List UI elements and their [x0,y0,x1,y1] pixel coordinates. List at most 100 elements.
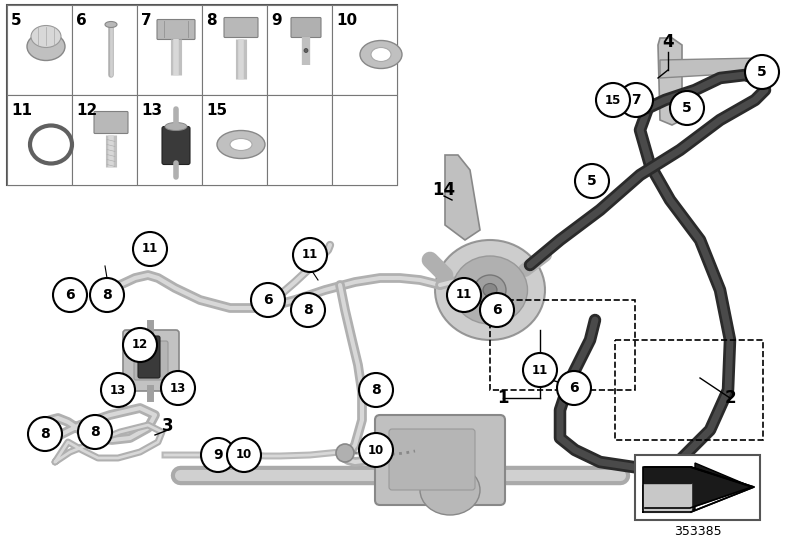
Circle shape [28,417,62,451]
Text: 3: 3 [162,417,174,435]
FancyBboxPatch shape [123,330,179,391]
Ellipse shape [27,32,65,60]
Bar [202,5,267,95]
Ellipse shape [99,288,115,302]
Text: 5: 5 [757,65,767,79]
Polygon shape [445,155,480,240]
Text: 8: 8 [90,425,100,439]
Ellipse shape [360,40,402,68]
Ellipse shape [105,21,117,27]
Bar [72,95,137,185]
Polygon shape [643,463,752,510]
Ellipse shape [435,240,545,340]
Bar [267,5,332,95]
Text: 8: 8 [206,13,217,28]
Text: 6: 6 [76,13,86,28]
Circle shape [575,164,609,198]
Circle shape [53,278,87,312]
Text: 8: 8 [102,288,112,302]
Circle shape [596,83,630,117]
Ellipse shape [336,444,354,462]
Text: 4: 4 [662,33,674,51]
Text: 14: 14 [433,181,455,199]
Polygon shape [660,58,762,78]
Bar [7,5,397,185]
Text: 10: 10 [336,13,357,28]
Text: 11: 11 [142,242,158,255]
Circle shape [480,293,514,327]
Bar [490,300,635,390]
Text: 11: 11 [11,103,32,118]
Bar [267,95,332,185]
Bar [137,95,202,185]
Polygon shape [643,467,691,483]
Text: 5: 5 [682,101,692,115]
Text: 2: 2 [724,389,736,407]
Text: 11: 11 [302,249,318,262]
Ellipse shape [474,275,506,305]
Text: 9: 9 [213,448,223,462]
Ellipse shape [230,138,252,151]
Text: 12: 12 [76,103,98,118]
Text: 15: 15 [605,94,621,106]
Text: 353385: 353385 [674,525,722,538]
FancyBboxPatch shape [162,127,190,165]
Circle shape [101,373,135,407]
Ellipse shape [452,289,468,303]
FancyBboxPatch shape [375,415,505,505]
Ellipse shape [31,26,61,48]
Ellipse shape [30,125,72,164]
Text: 11: 11 [532,363,548,376]
Circle shape [447,278,481,312]
Circle shape [123,328,157,362]
Ellipse shape [304,49,308,53]
Text: 8: 8 [40,427,50,441]
Text: 5: 5 [11,13,22,28]
Circle shape [201,438,235,472]
Circle shape [90,278,124,312]
Circle shape [251,283,285,317]
FancyBboxPatch shape [94,111,128,133]
Text: 11: 11 [456,288,472,301]
Text: 13: 13 [170,381,186,394]
Text: 10: 10 [236,449,252,461]
Circle shape [670,91,704,125]
Circle shape [227,438,261,472]
Bar [635,455,760,520]
Ellipse shape [371,48,391,62]
Text: 13: 13 [110,384,126,396]
Text: 10: 10 [368,444,384,456]
FancyBboxPatch shape [291,17,321,38]
Bar [615,340,763,440]
Circle shape [78,415,112,449]
Text: 7: 7 [631,93,641,107]
Circle shape [291,293,325,327]
Bar [332,95,397,185]
Text: 15: 15 [206,103,227,118]
Text: 9: 9 [271,13,282,28]
Polygon shape [645,490,690,508]
Text: 6: 6 [569,381,579,395]
Bar [7,5,72,95]
Ellipse shape [483,283,497,296]
Text: 5: 5 [587,174,597,188]
Text: 12: 12 [132,338,148,352]
Bar [202,95,267,185]
FancyBboxPatch shape [157,20,195,40]
Ellipse shape [375,444,389,458]
FancyBboxPatch shape [389,429,475,490]
Circle shape [161,371,195,405]
Ellipse shape [217,130,265,158]
Circle shape [557,371,591,405]
Text: 1: 1 [498,389,509,407]
FancyBboxPatch shape [224,17,258,38]
Ellipse shape [165,123,187,130]
Text: 13: 13 [141,103,162,118]
Text: 8: 8 [303,303,313,317]
Text: 7: 7 [141,13,152,28]
Circle shape [619,83,653,117]
Polygon shape [690,467,752,508]
Ellipse shape [420,465,480,515]
Bar [137,5,202,95]
Polygon shape [645,467,690,508]
